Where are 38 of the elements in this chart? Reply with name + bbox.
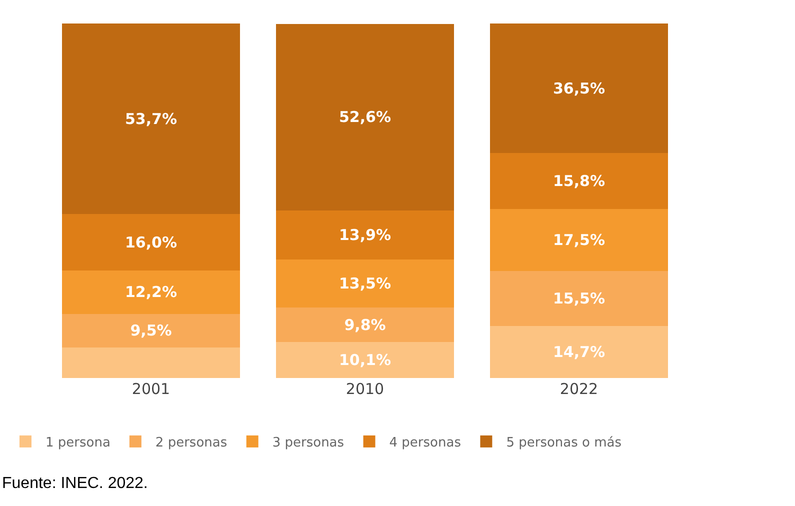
bar <box>490 326 668 378</box>
bar <box>62 214 240 271</box>
bar <box>276 342 454 378</box>
x-tick-label: 2001 <box>132 380 170 398</box>
bar <box>62 314 240 348</box>
bar <box>490 270 668 326</box>
bar <box>276 210 454 260</box>
data-label: 17,5% <box>552 230 606 249</box>
legend-label: 4 personas <box>389 436 462 451</box>
bar <box>62 24 240 214</box>
bar <box>490 24 668 153</box>
data-label: 10,1% <box>338 351 392 370</box>
data-label: 12,2% <box>124 283 178 302</box>
bar <box>62 270 240 314</box>
legend-label: 1 persona <box>45 436 110 451</box>
bar <box>276 260 454 308</box>
data-label: 9,5% <box>130 322 172 340</box>
bar <box>490 208 668 271</box>
data-label: 9,8% <box>344 316 386 334</box>
x-tick-label: 2022 <box>560 380 598 398</box>
x-tick-label: 2010 <box>346 380 384 398</box>
bar <box>276 24 454 210</box>
bar <box>276 307 454 342</box>
source-note: Fuente: INEC. 2022. <box>2 475 148 492</box>
bar <box>490 152 668 209</box>
bar <box>62 348 240 378</box>
data-label: 13,5% <box>338 274 392 293</box>
legend-label: 3 personas <box>272 436 344 451</box>
data-label: 14,7% <box>552 342 606 361</box>
data-label: 16,0% <box>124 233 178 252</box>
legend-label: 5 personas o más <box>506 436 622 451</box>
data-label: 52,6% <box>338 108 392 126</box>
data-label: 36,5% <box>552 79 606 98</box>
data-label: 53,7% <box>124 110 178 128</box>
data-label: 15,5% <box>552 289 606 308</box>
data-label: 15,8% <box>552 172 606 190</box>
data-label: 13,9% <box>338 226 392 244</box>
legend-label: 2 personas <box>155 436 228 451</box>
